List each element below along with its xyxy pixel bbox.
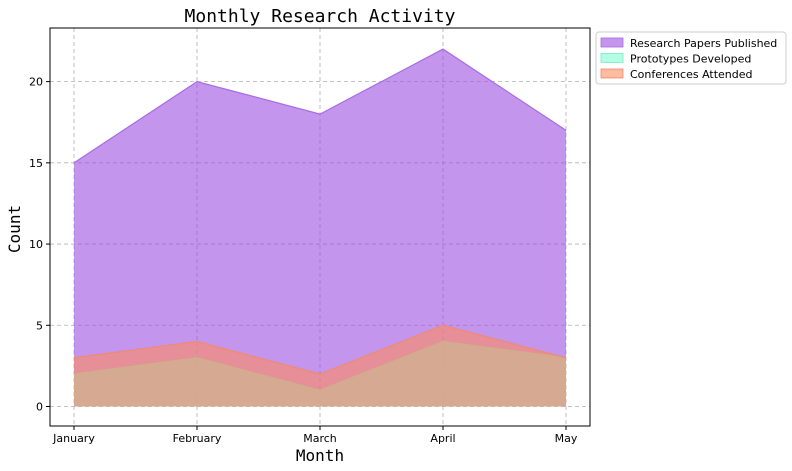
- legend-box: [595, 31, 787, 85]
- legend-swatch: [600, 68, 624, 79]
- x-tick-label: January: [52, 432, 95, 445]
- chart-title: Monthly Research Activity: [185, 6, 456, 27]
- y-tick-label: 10: [29, 238, 43, 251]
- legend-label: Research Papers Published: [630, 37, 777, 50]
- x-tick-label: February: [173, 432, 222, 445]
- x-tick-label: May: [555, 432, 578, 445]
- x-tick-label: March: [303, 432, 337, 445]
- legend-swatch: [600, 53, 624, 63]
- x-axis-label: Month: [296, 446, 344, 465]
- y-tick-label: 0: [36, 401, 43, 414]
- legend-label: Prototypes Developed: [630, 53, 751, 66]
- x-tick-label: April: [430, 432, 455, 445]
- legend-label: Conferences Attended: [630, 68, 753, 81]
- series-line-2: [73, 324, 567, 375]
- series-area-0: [74, 49, 566, 407]
- series-area-2: [74, 325, 566, 407]
- ticks: January February March April May 0 5 10 15 20: [29, 76, 578, 445]
- series-line-0: [73, 48, 567, 164]
- series-areas: [73, 48, 567, 407]
- y-axis-label: Count: [5, 205, 24, 253]
- y-tick-label: 20: [29, 76, 43, 89]
- legend-swatch: [600, 37, 624, 48]
- y-tick-label: 5: [36, 319, 43, 332]
- legend: Research Papers Published Prototypes Deve…: [595, 31, 787, 85]
- y-tick-label: 15: [29, 157, 43, 170]
